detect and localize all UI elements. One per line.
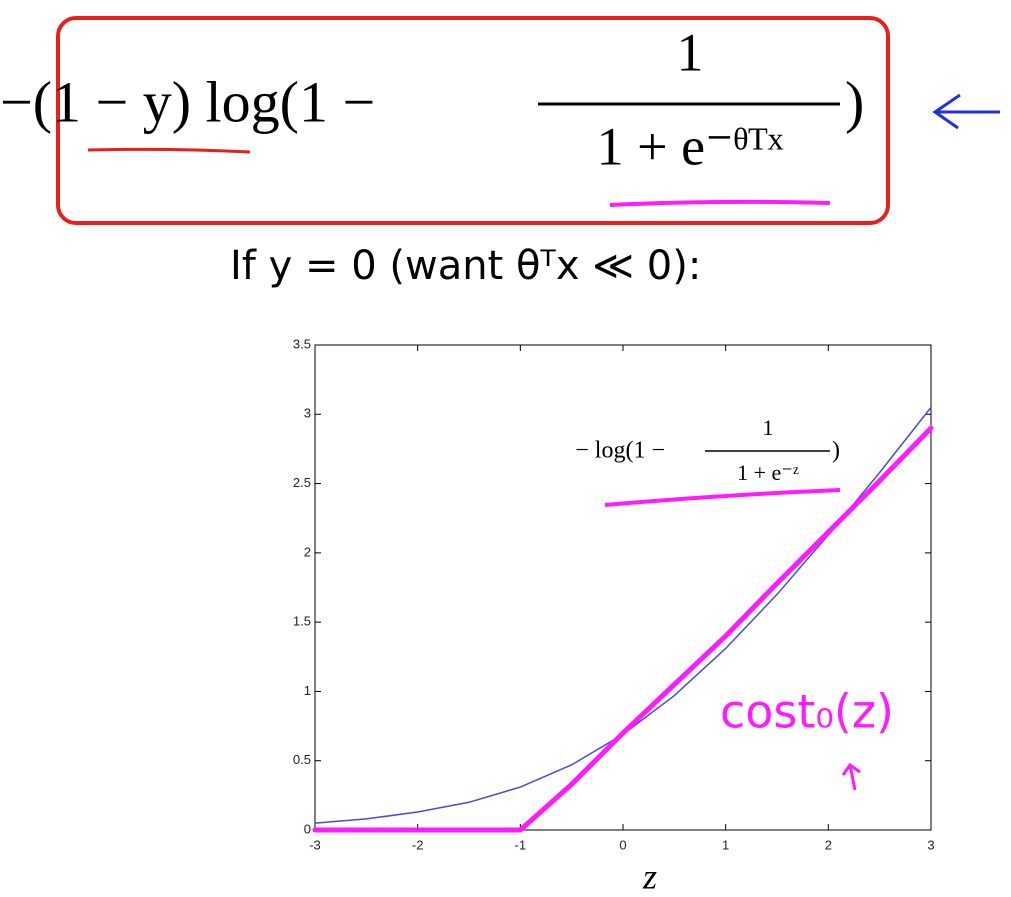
formula-denominator: 1 + e⁻ᶿᵀˣ [597, 116, 784, 176]
annotation: 1 [763, 415, 774, 440]
x-tick-label: -1 [515, 837, 527, 852]
x-tick-label: 0 [619, 837, 626, 852]
underline [604, 488, 841, 507]
subtitle: If y = 0 (want θᵀx ≪ 0): [230, 243, 701, 289]
arrow [932, 93, 1000, 130]
formula-lead: −(1 − y) log(1 − [0, 69, 375, 134]
x-tick-label: -3 [309, 837, 321, 852]
annotation: cost₀(z) [720, 685, 894, 739]
annotation: − log(1 − [575, 438, 665, 464]
y-tick-label: 0.5 [293, 752, 311, 767]
arrow [841, 762, 861, 791]
x-tick-label: 1 [722, 837, 729, 852]
x-tick-label: 2 [825, 837, 832, 852]
y-tick-label: 3.5 [293, 336, 311, 351]
line [314, 406, 932, 824]
x-tick-label: 3 [927, 837, 934, 852]
formula-close: ) [845, 69, 864, 134]
line [312, 425, 934, 833]
highlight-box [56, 16, 890, 225]
annotation: ) [832, 438, 840, 464]
x-tick-label: -2 [412, 837, 424, 852]
plot-frame [314, 344, 932, 831]
y-tick-label: 1 [304, 683, 311, 698]
underline [87, 147, 251, 154]
x-axis-label: z [642, 856, 657, 896]
annotation: 1 + e⁻ᶻ [737, 460, 799, 485]
y-tick-label: 1.5 [293, 614, 311, 629]
formula-numerator: 1 [677, 22, 704, 82]
y-tick-label: 0 [304, 821, 311, 836]
y-tick-label: 3 [304, 406, 311, 421]
y-tick-label: 2 [304, 544, 311, 559]
underline [609, 199, 831, 207]
y-tick-label: 2.5 [293, 475, 311, 490]
